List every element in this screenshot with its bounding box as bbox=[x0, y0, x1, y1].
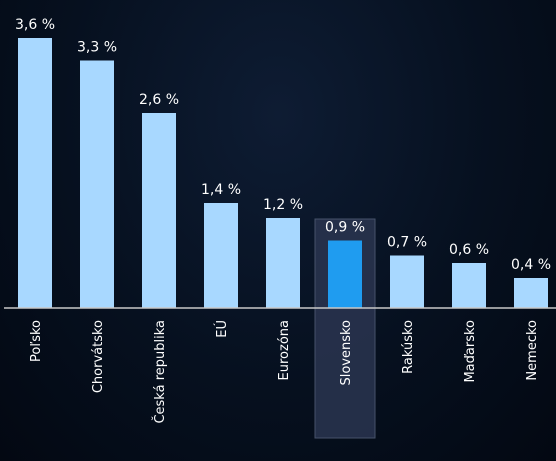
data-label-slovensko: 0,9 % bbox=[325, 220, 365, 236]
data-label-polsko: 3,6 % bbox=[15, 17, 55, 33]
tick-label-polsko: Poľsko bbox=[29, 320, 44, 362]
tick-label-slovensko: Slovensko bbox=[339, 320, 354, 386]
data-label-chorvatsko: 3,3 % bbox=[77, 40, 117, 56]
bar-eurozona bbox=[266, 218, 300, 308]
bar-madarsko bbox=[452, 263, 486, 308]
bar-nemecko bbox=[514, 278, 548, 308]
data-label-eu: 1,4 % bbox=[201, 182, 241, 198]
tick-label-eurozona: Eurozóna bbox=[277, 320, 292, 380]
tick-label-rakusko: Rakúsko bbox=[401, 320, 416, 374]
data-label-madarsko: 0,6 % bbox=[449, 242, 489, 258]
tick-label-nemecko: Nemecko bbox=[525, 320, 540, 381]
tick-label-ceska-republika: Česká republika bbox=[152, 320, 168, 424]
bar-slovensko bbox=[328, 240, 362, 308]
bar-polsko bbox=[18, 38, 52, 308]
bar-ceska-republika bbox=[142, 113, 176, 308]
data-label-ceska-republika: 2,6 % bbox=[139, 92, 179, 108]
tick-label-chorvatsko: Chorvátsko bbox=[91, 320, 106, 393]
bar-eu bbox=[204, 203, 238, 308]
bar-chorvatsko bbox=[80, 60, 114, 308]
data-label-rakusko: 0,7 % bbox=[387, 235, 427, 251]
bar-rakusko bbox=[390, 255, 424, 308]
tick-label-eu: EÚ bbox=[214, 320, 230, 338]
tick-label-madarsko: Maďarsko bbox=[463, 320, 478, 383]
data-label-nemecko: 0,4 % bbox=[511, 257, 551, 273]
data-label-eurozona: 1,2 % bbox=[263, 197, 303, 213]
